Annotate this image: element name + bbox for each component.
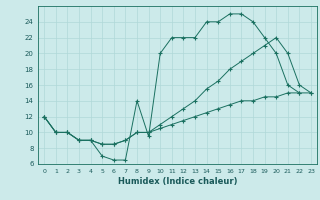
X-axis label: Humidex (Indice chaleur): Humidex (Indice chaleur) (118, 177, 237, 186)
